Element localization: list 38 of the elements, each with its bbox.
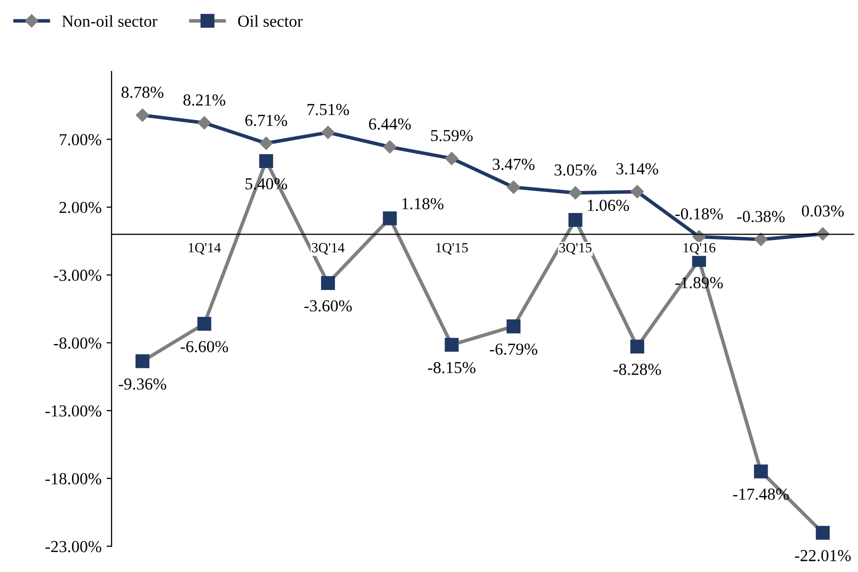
data-label: -17.48% bbox=[733, 488, 789, 500]
y-tick-label: -3.00% bbox=[54, 270, 102, 281]
x-tick-label: 1Q'14 bbox=[188, 243, 221, 254]
data-label: -8.15% bbox=[428, 362, 476, 374]
y-tick-label: -18.00% bbox=[46, 473, 102, 484]
x-tick-label: 1Q'16 bbox=[684, 243, 716, 254]
data-label: -1.89% bbox=[675, 277, 723, 288]
data-label: 1.06% bbox=[588, 200, 629, 212]
data-label: 0.03% bbox=[802, 205, 844, 217]
y-tick-label: 2.00% bbox=[60, 202, 102, 214]
data-label: -6.79% bbox=[490, 344, 538, 355]
data-label: 5.59% bbox=[431, 130, 473, 142]
x-tick-label: 3Q'15 bbox=[559, 243, 592, 254]
data-label: 3.14% bbox=[616, 163, 658, 174]
data-label: 7.51% bbox=[308, 104, 349, 116]
data-label: 3.05% bbox=[554, 164, 596, 176]
data-label: 6.71% bbox=[245, 114, 288, 126]
data-label: 3.47% bbox=[492, 158, 535, 170]
x-tick-label: 1Q'15 bbox=[436, 243, 468, 254]
y-tick-label: 7.00% bbox=[60, 134, 102, 146]
data-label: 1.18% bbox=[402, 198, 444, 210]
legend-label: Oil sector bbox=[238, 15, 303, 27]
data-label: -8.28% bbox=[614, 364, 661, 376]
data-label: -22.01% bbox=[794, 550, 851, 562]
data-label: 8.21% bbox=[183, 94, 226, 106]
data-label: 5.40% bbox=[246, 178, 288, 190]
legend-label: Non-oil sector bbox=[62, 15, 158, 27]
data-label: -0.18% bbox=[675, 208, 723, 220]
x-tick-label: 3Q'14 bbox=[312, 243, 344, 254]
data-label: -9.36% bbox=[118, 378, 166, 390]
data-label: -3.60% bbox=[304, 300, 352, 312]
y-tick-label: -13.00% bbox=[46, 405, 102, 417]
data-label: 6.44% bbox=[369, 118, 411, 130]
y-tick-label: -8.00% bbox=[54, 337, 102, 349]
y-tick-label: -23.00% bbox=[46, 540, 102, 552]
data-label: -0.38% bbox=[737, 210, 785, 222]
data-label: 8.78% bbox=[122, 86, 164, 98]
data-label: -6.60% bbox=[180, 340, 228, 352]
